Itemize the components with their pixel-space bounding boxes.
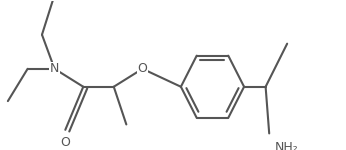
Text: NH₂: NH₂ — [275, 141, 298, 150]
Text: O: O — [60, 136, 70, 149]
Text: O: O — [138, 62, 147, 75]
Text: N: N — [50, 62, 59, 75]
